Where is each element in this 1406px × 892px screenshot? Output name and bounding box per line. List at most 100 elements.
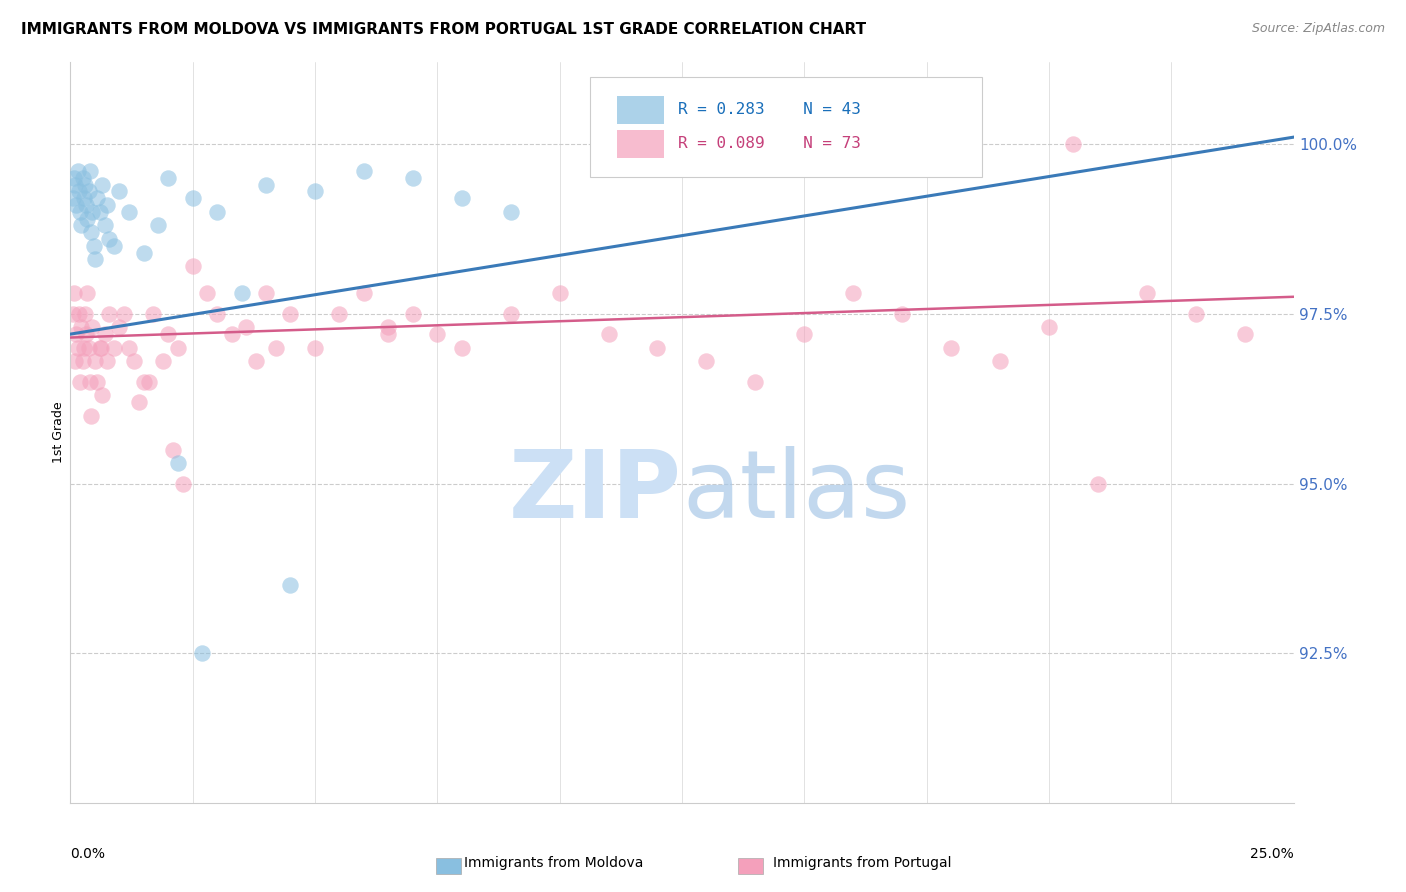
Point: [83, 252, 105, 267]
Point: [66, 341, 89, 355]
Point: [548, 286, 571, 301]
Point: [221, 327, 243, 342]
Point: [96, 354, 118, 368]
Point: [79, 375, 101, 389]
Point: [83, 354, 105, 368]
Point: [304, 185, 326, 199]
Point: [122, 354, 145, 368]
FancyBboxPatch shape: [591, 78, 981, 178]
Point: [157, 327, 180, 342]
Point: [86, 375, 108, 389]
Point: [98, 232, 121, 246]
Point: [62, 307, 84, 321]
Point: [235, 320, 257, 334]
Point: [402, 170, 425, 185]
Point: [82, 205, 104, 219]
Point: [499, 307, 522, 321]
Point: [245, 354, 267, 368]
Point: [65, 327, 87, 342]
Point: [167, 341, 190, 355]
Point: [73, 178, 96, 192]
Point: [63, 354, 86, 368]
Point: [70, 320, 93, 334]
Point: [77, 185, 100, 199]
Point: [598, 327, 620, 342]
Point: [69, 375, 91, 389]
Point: [744, 375, 766, 389]
Text: ZIP: ZIP: [509, 446, 682, 538]
Point: [328, 307, 350, 321]
Point: [891, 307, 914, 321]
Point: [205, 205, 228, 219]
Point: [1038, 320, 1060, 334]
Text: Source: ZipAtlas.com: Source: ZipAtlas.com: [1251, 22, 1385, 36]
Point: [988, 354, 1011, 368]
Point: [108, 320, 131, 334]
Point: [1136, 286, 1159, 301]
Point: [1233, 327, 1256, 342]
Point: [231, 286, 253, 301]
Point: [181, 191, 204, 205]
Point: [70, 219, 93, 233]
Point: [86, 191, 108, 205]
Point: [112, 307, 135, 321]
Point: [76, 211, 98, 226]
Point: [450, 191, 472, 205]
Point: [63, 286, 86, 301]
Point: [167, 456, 190, 470]
Point: [152, 354, 174, 368]
Text: R = 0.283    N = 43: R = 0.283 N = 43: [678, 103, 860, 118]
Text: Immigrants from Portugal: Immigrants from Portugal: [773, 856, 952, 871]
Point: [842, 286, 865, 301]
Point: [69, 205, 91, 219]
Point: [132, 245, 155, 260]
Point: [103, 341, 125, 355]
Point: [75, 327, 97, 342]
Point: [205, 307, 228, 321]
Point: [73, 191, 96, 205]
FancyBboxPatch shape: [617, 130, 664, 158]
Point: [172, 476, 194, 491]
Point: [108, 185, 131, 199]
Point: [647, 341, 669, 355]
Point: [79, 164, 101, 178]
Point: [96, 198, 118, 212]
Text: 0.0%: 0.0%: [70, 847, 105, 861]
Point: [304, 341, 326, 355]
Point: [80, 225, 103, 239]
Point: [402, 307, 425, 321]
Point: [132, 375, 155, 389]
Point: [98, 307, 121, 321]
Point: [1087, 476, 1109, 491]
Point: [426, 327, 449, 342]
Point: [91, 388, 114, 402]
Y-axis label: 1st Grade: 1st Grade: [52, 401, 65, 464]
Point: [499, 205, 522, 219]
Point: [67, 307, 90, 321]
Point: [118, 341, 141, 355]
Point: [75, 198, 97, 212]
Point: [939, 341, 962, 355]
Point: [695, 354, 717, 368]
Point: [63, 170, 86, 185]
Point: [280, 307, 302, 321]
Point: [377, 327, 399, 342]
Point: [1062, 136, 1084, 151]
Point: [72, 170, 94, 185]
Point: [264, 341, 287, 355]
Point: [254, 178, 277, 192]
Point: [195, 286, 218, 301]
Point: [73, 341, 96, 355]
Point: [254, 286, 277, 301]
Point: [103, 239, 125, 253]
Point: [93, 327, 115, 342]
Point: [73, 307, 96, 321]
Point: [142, 307, 165, 321]
Point: [91, 178, 114, 192]
Point: [89, 341, 111, 355]
Text: atlas: atlas: [682, 446, 910, 538]
Point: [90, 341, 112, 355]
Point: [377, 320, 399, 334]
Point: [67, 185, 90, 199]
Point: [450, 341, 472, 355]
